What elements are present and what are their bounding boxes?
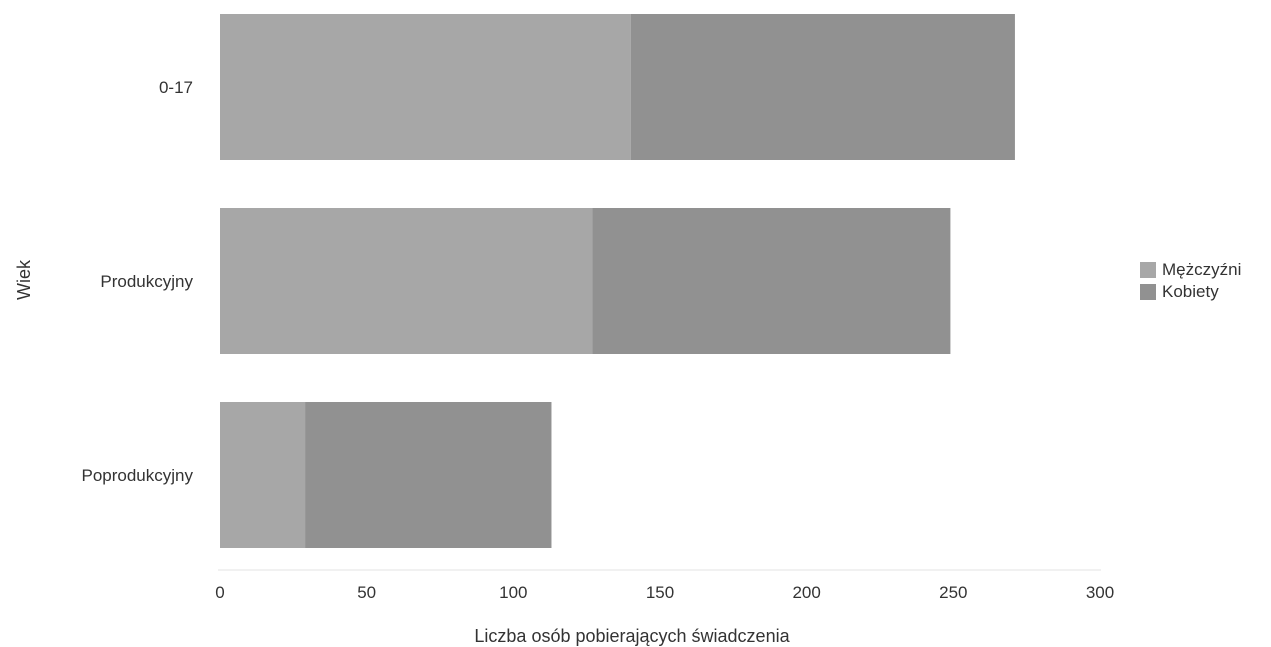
category-label: Poprodukcyjny xyxy=(81,466,193,485)
legend-swatch-women xyxy=(1140,284,1156,300)
legend-item-men: Mężczyźni xyxy=(1140,259,1241,281)
category-labels: 0-17 Produkcyjny Poprodukcyjny xyxy=(81,78,193,485)
category-label: Produkcyjny xyxy=(100,272,193,291)
x-tick-label: 150 xyxy=(646,583,674,602)
legend-label-women: Kobiety xyxy=(1162,282,1219,301)
x-tick-label: 0 xyxy=(215,583,224,602)
x-tick-label: 50 xyxy=(357,583,376,602)
x-axis-title: Liczba osób pobierających świadczenia xyxy=(474,626,790,646)
legend-swatch-men xyxy=(1140,262,1156,278)
bar-women-0 xyxy=(630,14,1015,160)
legend-item-women: Kobiety xyxy=(1140,281,1241,303)
x-tick-label: 100 xyxy=(499,583,527,602)
x-tick-label: 200 xyxy=(792,583,820,602)
bar-women-2 xyxy=(305,402,552,548)
bar-men-1 xyxy=(220,208,593,354)
bar-men-2 xyxy=(220,402,306,548)
legend-label-men: Mężczyźni xyxy=(1162,260,1242,279)
bar-women-1 xyxy=(592,208,951,354)
bars-group xyxy=(220,14,1015,548)
x-tick-labels: 0 50 100 150 200 250 300 xyxy=(215,583,1114,602)
bar-men-0 xyxy=(220,14,631,160)
category-label: 0-17 xyxy=(159,78,193,97)
y-axis-title: Wiek xyxy=(14,259,34,300)
legend: Mężczyźni Kobiety xyxy=(1140,259,1241,303)
x-tick-label: 250 xyxy=(939,583,967,602)
x-tick-label: 300 xyxy=(1086,583,1114,602)
